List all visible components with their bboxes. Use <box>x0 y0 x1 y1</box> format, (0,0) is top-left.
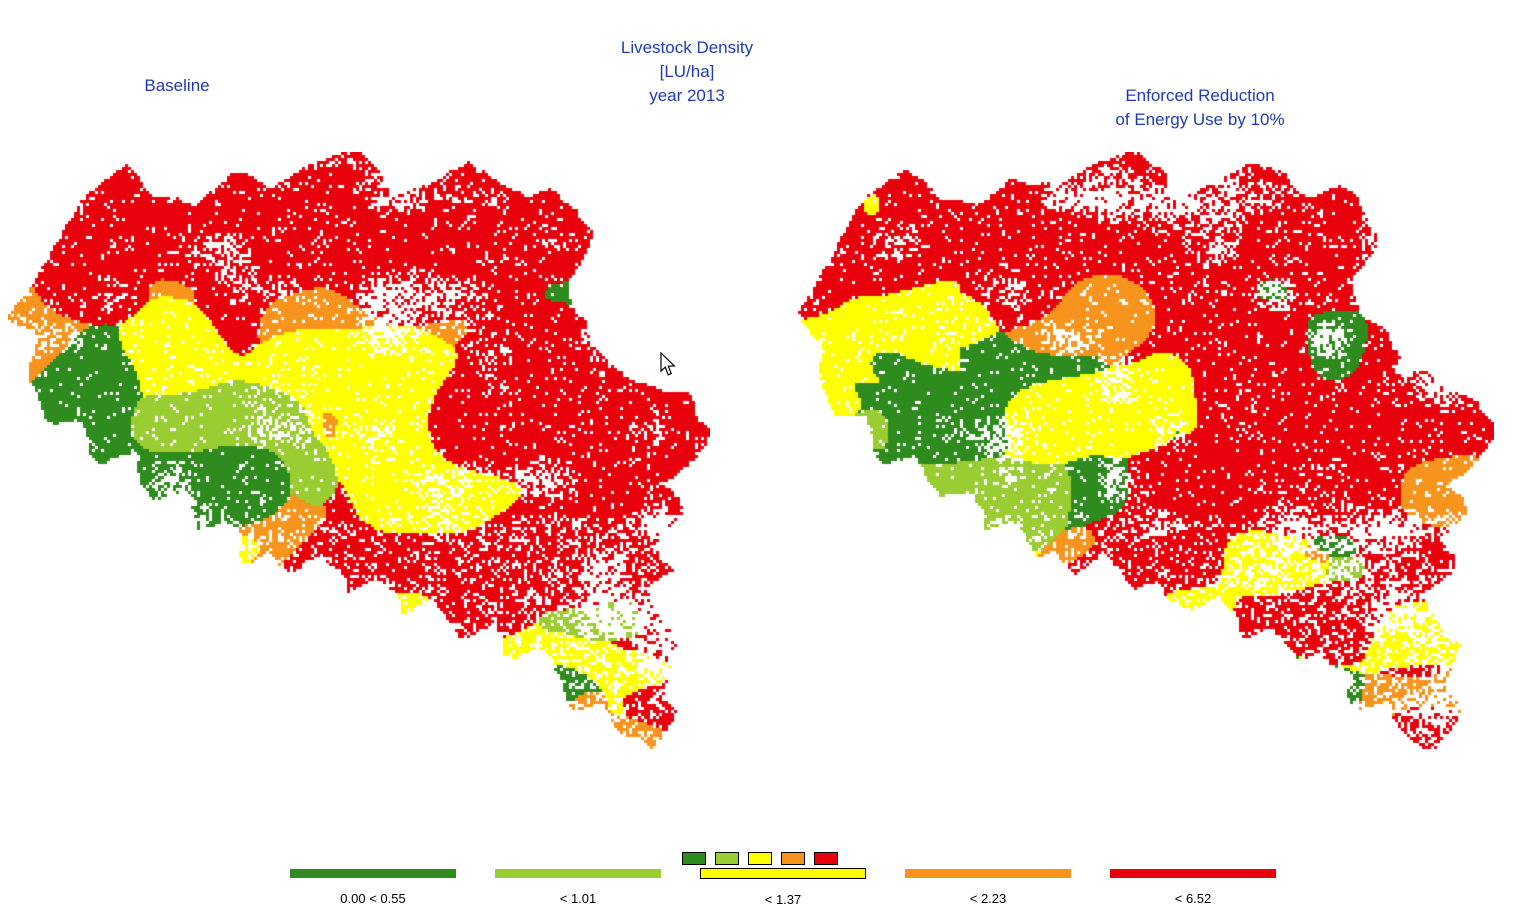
legend-class-label: < 1.37 <box>764 892 802 907</box>
mouse-cursor-icon <box>660 352 676 376</box>
legend-swatch-orange[interactable] <box>781 852 805 865</box>
figure-title-line-2: [LU/ha] <box>659 62 715 81</box>
legend-item-dark-green: 0.00 < 0.55 <box>290 869 456 906</box>
legend-class-label: < 6.52 <box>1174 891 1212 906</box>
legend-class-label: < 2.23 <box>969 891 1007 906</box>
legend-color-bar[interactable] <box>290 869 456 878</box>
legend-swatch-red[interactable] <box>814 852 838 865</box>
legend-item-yellow: < 1.37 <box>700 868 866 907</box>
legend-color-bar[interactable] <box>1110 869 1276 878</box>
legend-item-orange: < 2.23 <box>905 869 1071 906</box>
baseline-map-title: Baseline <box>144 76 210 95</box>
scenario-map-title: Enforced Reduction of Energy Use by 10% <box>1050 84 1350 132</box>
legend-class-label: 0.00 < 0.55 <box>340 891 406 906</box>
legend-swatch-row <box>682 852 838 865</box>
scenario-map-title-line-2: of Energy Use by 10% <box>1115 110 1285 129</box>
legend-color-bar[interactable] <box>905 869 1071 878</box>
figure-title-line-3: year 2013 <box>649 86 725 105</box>
scenario-map <box>792 152 1494 760</box>
legend-swatch-dark-green[interactable] <box>682 852 706 865</box>
legend-swatch-light-green[interactable] <box>715 852 739 865</box>
figure-title: Livestock Density [LU/ha] year 2013 <box>562 36 812 108</box>
legend-color-bar[interactable] <box>495 869 661 878</box>
legend-item-red: < 6.52 <box>1110 869 1276 906</box>
scenario-map-title-line-1: Enforced Reduction <box>1125 86 1275 105</box>
legend-swatch-yellow[interactable] <box>748 852 772 865</box>
legend-color-bar[interactable] <box>700 868 866 879</box>
baseline-map <box>8 152 710 760</box>
figure-title-line-1: Livestock Density <box>620 38 754 57</box>
legend-class-label: < 1.01 <box>559 891 597 906</box>
legend-item-light-green: < 1.01 <box>495 869 661 906</box>
